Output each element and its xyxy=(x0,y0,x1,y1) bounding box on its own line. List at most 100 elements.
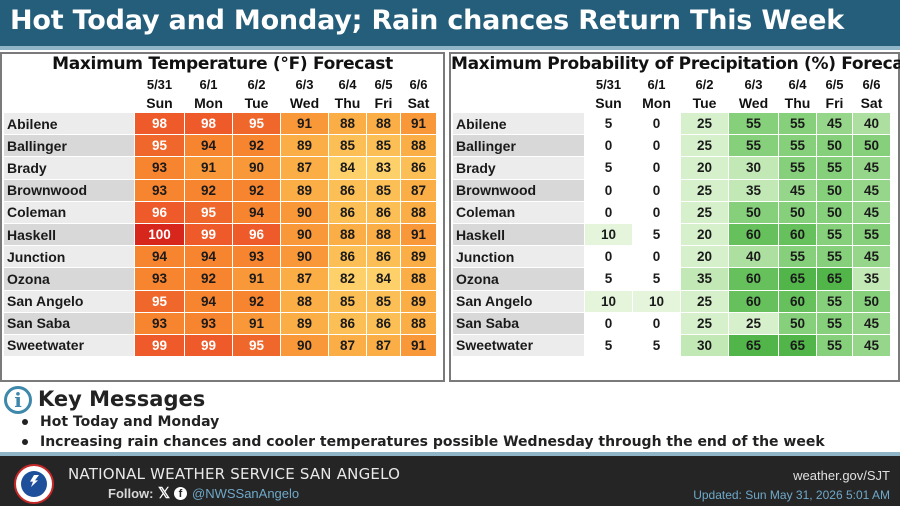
column-date: 6/2 xyxy=(232,76,281,94)
table-row: Haskell 100 99 96 90 88 88 91 xyxy=(3,222,437,247)
temperature-cell: 89 xyxy=(280,311,329,335)
city-name: Brownwood xyxy=(452,178,585,202)
city-name: San Saba xyxy=(3,311,135,335)
column-date: 6/3 xyxy=(728,76,779,94)
precipitation-cell: 55 xyxy=(778,156,817,180)
precipitation-cell: 5 xyxy=(584,156,633,180)
temperature-cell: 91 xyxy=(232,311,281,335)
x-social-icon[interactable]: 𝕏 xyxy=(158,485,171,502)
precipitation-cell: 65 xyxy=(778,333,817,358)
table-row: San Saba 93 93 91 89 86 86 88 xyxy=(3,311,437,335)
updated-timestamp: Updated: Sun May 31, 2026 5:01 AM xyxy=(693,488,890,502)
precipitation-cell: 25 xyxy=(680,311,729,335)
city-name: Ozona xyxy=(452,267,585,291)
column-date: 6/3 xyxy=(280,76,329,94)
temperature-cell: 86 xyxy=(400,156,437,180)
column-day: Mon xyxy=(632,94,681,113)
temperature-cell: 99 xyxy=(134,333,185,358)
temperature-cell: 90 xyxy=(280,245,329,269)
temperature-cell: 96 xyxy=(232,222,281,247)
precipitation-cell: 25 xyxy=(680,134,729,158)
follow-label: Follow: xyxy=(108,486,154,501)
temperature-cell: 88 xyxy=(400,311,437,335)
temperature-cell: 86 xyxy=(328,200,367,224)
precipitation-cell: 25 xyxy=(680,111,729,136)
key-messages-title: Key Messages xyxy=(38,387,206,411)
precipitation-cell: 50 xyxy=(728,200,779,224)
precipitation-cell: 50 xyxy=(852,289,891,313)
precipitation-cell: 20 xyxy=(680,245,729,269)
temperature-cell: 92 xyxy=(232,289,281,313)
column-day: Sat xyxy=(400,94,437,113)
city-name: Brownwood xyxy=(3,178,135,202)
website-link[interactable]: weather.gov/SJT xyxy=(793,468,890,483)
facebook-icon[interactable]: f xyxy=(174,487,187,500)
column-day: Tue xyxy=(232,94,281,113)
temperature-cell: 87 xyxy=(280,267,329,291)
key-message-item: Hot Today and Monday xyxy=(22,412,825,432)
temperature-cell: 84 xyxy=(328,156,367,180)
key-messages: i Key Messages Hot Today and Monday Incr… xyxy=(0,384,900,452)
temperature-cell: 85 xyxy=(366,178,401,202)
office-name: NATIONAL WEATHER SERVICE SAN ANGELO xyxy=(68,465,401,483)
temperature-cell: 99 xyxy=(184,222,233,247)
nws-logo-bolt xyxy=(30,475,39,487)
precipitation-cell: 65 xyxy=(778,267,817,291)
precipitation-cell: 45 xyxy=(852,333,891,358)
temperature-cell: 89 xyxy=(280,178,329,202)
precipitation-cell: 65 xyxy=(816,267,853,291)
column-date: 6/5 xyxy=(816,76,853,94)
temperature-cell: 85 xyxy=(328,289,367,313)
precipitation-cell: 45 xyxy=(852,311,891,335)
temperature-cell: 94 xyxy=(184,245,233,269)
temperature-cell: 88 xyxy=(328,222,367,247)
city-name: Haskell xyxy=(452,222,585,247)
precipitation-cell: 50 xyxy=(852,134,891,158)
bullet-icon xyxy=(22,419,28,425)
table-row: Brownwood 93 92 92 89 86 85 87 xyxy=(3,178,437,202)
precipitation-cell: 45 xyxy=(852,200,891,224)
precipitation-cell: 60 xyxy=(728,222,779,247)
precipitation-cell: 35 xyxy=(852,267,891,291)
table-row: Ozona 93 92 91 87 82 84 88 xyxy=(3,267,437,291)
title-underline xyxy=(0,46,900,50)
temperature-cell: 91 xyxy=(280,111,329,136)
city-name: Abilene xyxy=(3,111,135,136)
precipitation-panel-title: Maximum Probability of Precipitation (%)… xyxy=(451,54,900,74)
precipitation-cell: 60 xyxy=(728,289,779,313)
precipitation-cell: 5 xyxy=(632,333,681,358)
temperature-cell: 86 xyxy=(366,245,401,269)
table-row: Brady 93 91 90 87 84 83 86 xyxy=(3,156,437,180)
temperature-cell: 95 xyxy=(184,200,233,224)
precipitation-cell: 0 xyxy=(632,200,681,224)
temperature-cell: 91 xyxy=(232,267,281,291)
precipitation-cell: 55 xyxy=(778,111,817,136)
header-blank xyxy=(3,94,135,113)
temperature-cell: 100 xyxy=(134,222,185,247)
precipitation-cell: 55 xyxy=(816,156,853,180)
precipitation-cell: 35 xyxy=(728,178,779,202)
column-day: Wed xyxy=(728,94,779,113)
temperature-cell: 92 xyxy=(232,178,281,202)
precipitation-cell: 65 xyxy=(728,333,779,358)
precipitation-cell: 45 xyxy=(852,245,891,269)
precipitation-cell: 50 xyxy=(778,200,817,224)
temperature-cell: 95 xyxy=(134,289,185,313)
precipitation-cell: 60 xyxy=(778,222,817,247)
temperature-cell: 94 xyxy=(184,289,233,313)
social-handle-link[interactable]: @NWSSanAngelo xyxy=(192,486,300,501)
temperature-table: 5/31 6/1 6/2 6/3 6/4 6/5 6/6 Sun Mon Tue Wed Thu Fri… xyxy=(3,76,437,358)
temperature-cell: 86 xyxy=(328,178,367,202)
table-row: Ozona 5 5 35 60 65 65 35 xyxy=(452,267,891,291)
key-message-text: Increasing rain chances and cooler tempe… xyxy=(40,434,825,450)
precipitation-cell: 25 xyxy=(680,200,729,224)
temperature-cell: 87 xyxy=(366,333,401,358)
city-name: Junction xyxy=(3,245,135,269)
temperature-cell: 95 xyxy=(134,134,185,158)
temperature-cell: 85 xyxy=(366,134,401,158)
footer: NATIONAL WEATHER SERVICE SAN ANGELO Foll… xyxy=(0,452,900,506)
precipitation-cell: 35 xyxy=(680,267,729,291)
temperature-cell: 86 xyxy=(328,311,367,335)
temperature-cell: 88 xyxy=(366,111,401,136)
city-name: San Saba xyxy=(452,311,585,335)
